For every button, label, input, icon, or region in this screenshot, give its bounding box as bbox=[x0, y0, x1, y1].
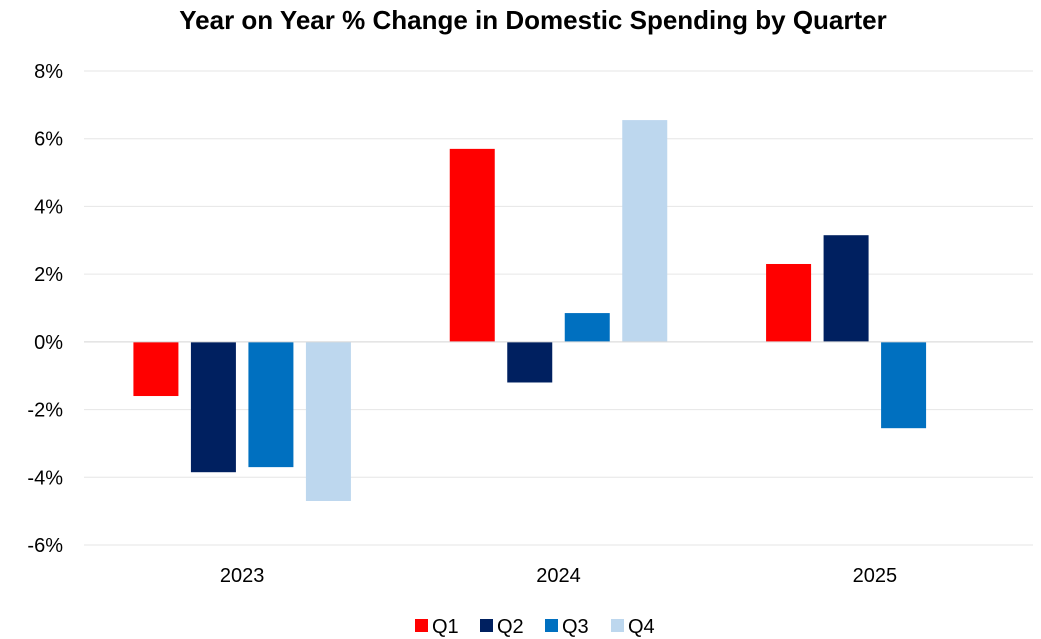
bar-2024-q4 bbox=[622, 120, 668, 342]
legend: Q1 Q2 Q3 Q4 bbox=[415, 616, 655, 638]
y-tick-label: 2% bbox=[34, 264, 63, 286]
bar-2023-q4 bbox=[305, 341, 351, 501]
legend-label: Q2 bbox=[497, 616, 524, 638]
legend-swatch bbox=[480, 619, 493, 632]
y-tick-label: -2% bbox=[27, 400, 63, 422]
y-tick-label: 6% bbox=[34, 129, 63, 151]
legend-label: Q4 bbox=[628, 616, 655, 638]
bar-2024-q1 bbox=[449, 148, 495, 342]
y-tick-label: 8% bbox=[34, 61, 63, 83]
legend-item-q4: Q4 bbox=[611, 616, 655, 638]
y-tick-label: 4% bbox=[34, 196, 63, 218]
legend-swatch bbox=[545, 619, 558, 632]
bars bbox=[133, 120, 927, 501]
y-tick-label: -4% bbox=[27, 467, 63, 489]
x-tick-label: 2024 bbox=[536, 565, 581, 587]
bar-2023-q3 bbox=[248, 341, 294, 468]
bar-2025-q1 bbox=[766, 263, 812, 342]
legend-label: Q3 bbox=[562, 616, 589, 638]
bar-2024-q3 bbox=[564, 313, 610, 342]
legend-item-q1: Q1 bbox=[415, 616, 459, 638]
x-tick-label: 2025 bbox=[853, 565, 898, 587]
bar-2025-q2 bbox=[823, 235, 869, 342]
legend-label: Q1 bbox=[432, 616, 459, 638]
y-axis-labels: 8% 6% 4% 2% 0% -2% -4% -6% bbox=[27, 61, 63, 557]
bar-2023-q1 bbox=[133, 341, 179, 397]
x-axis-labels: 2023 2024 2025 bbox=[220, 565, 897, 587]
gridlines bbox=[84, 70, 1033, 546]
legend-swatch bbox=[415, 619, 428, 632]
y-tick-label: -6% bbox=[27, 535, 63, 557]
x-tick-label: 2023 bbox=[220, 565, 265, 587]
legend-item-q3: Q3 bbox=[545, 616, 589, 638]
chart-title: Year on Year % Change in Domestic Spendi… bbox=[179, 5, 887, 35]
bar-2024-q2 bbox=[507, 341, 553, 383]
y-tick-label: 0% bbox=[34, 332, 63, 354]
bar-2025-q3 bbox=[881, 341, 927, 429]
legend-swatch bbox=[611, 619, 624, 632]
bar-2023-q2 bbox=[190, 341, 236, 473]
legend-item-q2: Q2 bbox=[480, 616, 524, 638]
